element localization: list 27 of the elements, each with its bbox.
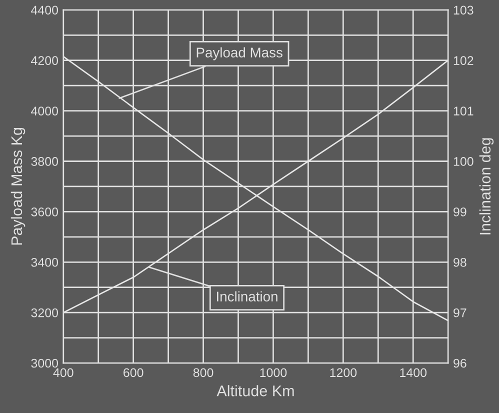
y2-tick-label: 96	[454, 358, 466, 368]
y-tick-label: 3000	[31, 358, 58, 368]
x-tick-label: 600	[124, 368, 144, 378]
y-axis-title: Payload Mass Kg	[10, 128, 26, 245]
x-tick-label: 400	[53, 368, 74, 378]
y2-tick-label: 99	[454, 207, 466, 216]
annotation: Payload Mass	[196, 47, 282, 60]
y-tick-label: 3400	[31, 258, 58, 267]
y-tick-label: 3600	[31, 207, 58, 216]
y-tick-label: 3200	[31, 308, 58, 318]
y2-tick-label: 103	[454, 6, 474, 15]
y2-axis-title: Inclination deg	[479, 138, 494, 234]
y-tick-label: 4000	[30, 106, 58, 116]
x-axis-title: Altitude Km	[216, 385, 294, 396]
y-tick-label: 3800	[31, 157, 58, 166]
y2-tick-label: 102	[454, 56, 474, 66]
annotation: Inclination	[217, 291, 278, 302]
y2-tick-label: 97	[454, 308, 466, 318]
x-tick-label: 1200	[330, 368, 357, 378]
y2-tick-label: 100	[454, 157, 474, 166]
x-tick-label: 1400	[400, 368, 427, 378]
y2-tick-label: 101	[454, 106, 474, 116]
y2-tick-label: 98	[454, 258, 466, 267]
x-tick-label: 1000	[260, 368, 287, 378]
y-tick-label: 4200	[30, 56, 58, 66]
y-tick-label: 4400	[30, 6, 58, 15]
x-tick-label: 800	[193, 368, 214, 378]
